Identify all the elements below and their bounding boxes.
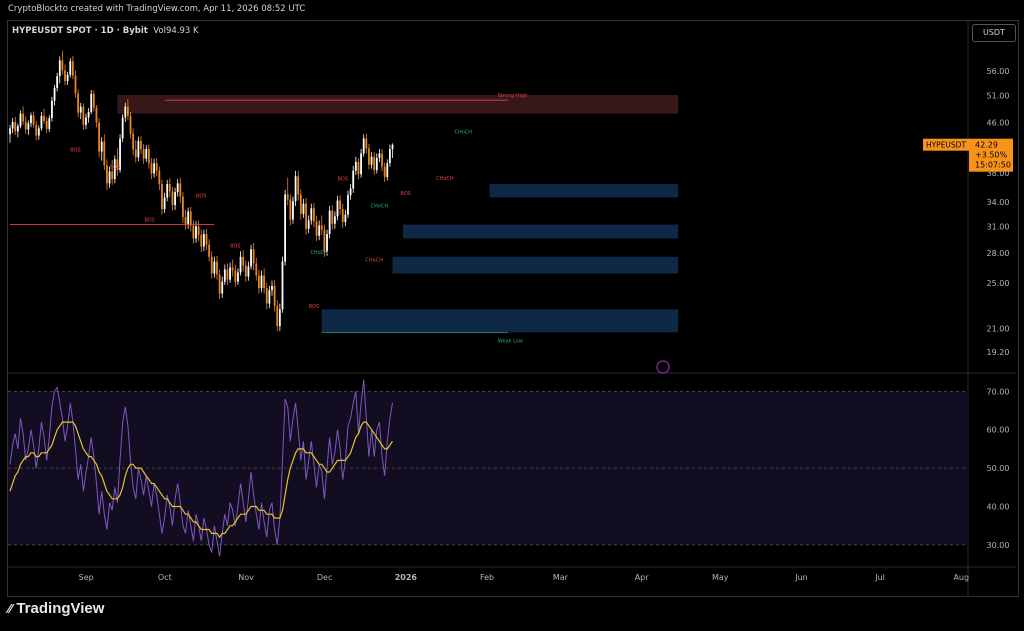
volume-label: Vol [153,26,166,36]
brand-name: TradingView [16,600,105,617]
currency-button[interactable]: USDT [972,24,1016,42]
symbol-name: HYPEUSDT SPOT · 1D · Bybit [12,26,148,36]
tradingview-logo: ⁄⁄ TradingView [8,600,104,617]
volume-value: 94.93 K [166,26,199,36]
screenshot-header: CryptoBlockto created with TradingView.c… [8,4,306,14]
tv-logo-icon: ⁄⁄ [8,601,13,616]
symbol-legend: HYPEUSDT SPOT · 1D · Bybit Vol94.93 K [12,26,199,36]
chart-frame[interactable] [7,20,1019,597]
